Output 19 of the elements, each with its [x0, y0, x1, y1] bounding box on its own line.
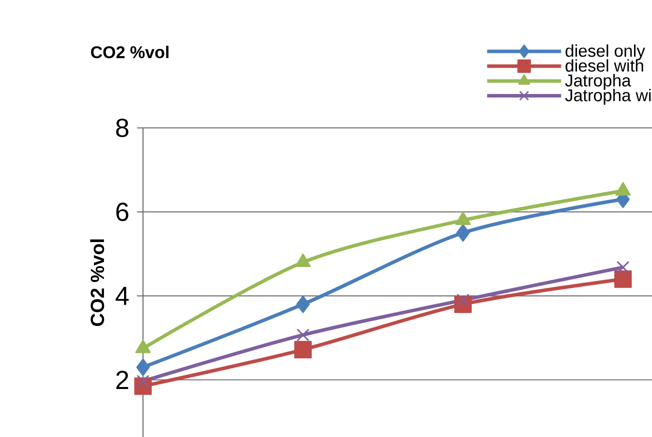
chart-title: CO2 %vol	[91, 46, 168, 58]
point	[294, 340, 312, 358]
legend-label: Jatropha	[565, 74, 632, 90]
y-tick-label: 8	[116, 118, 128, 138]
y-tick-label: 6	[116, 202, 128, 222]
point	[456, 294, 470, 306]
legend-label: diesel with	[566, 59, 644, 72]
y-tick-label: 2	[116, 370, 128, 389]
legend-label: Jatropha wi	[565, 88, 651, 105]
legend-label: diesel only	[566, 44, 646, 60]
point	[616, 260, 630, 274]
y-axis-title: CO2 %vol	[90, 239, 104, 326]
point	[614, 270, 632, 288]
point	[136, 358, 150, 376]
point	[456, 224, 470, 242]
y-tick-label: 4	[116, 286, 129, 305]
point	[296, 296, 310, 314]
point	[296, 328, 310, 342]
point	[136, 374, 150, 388]
